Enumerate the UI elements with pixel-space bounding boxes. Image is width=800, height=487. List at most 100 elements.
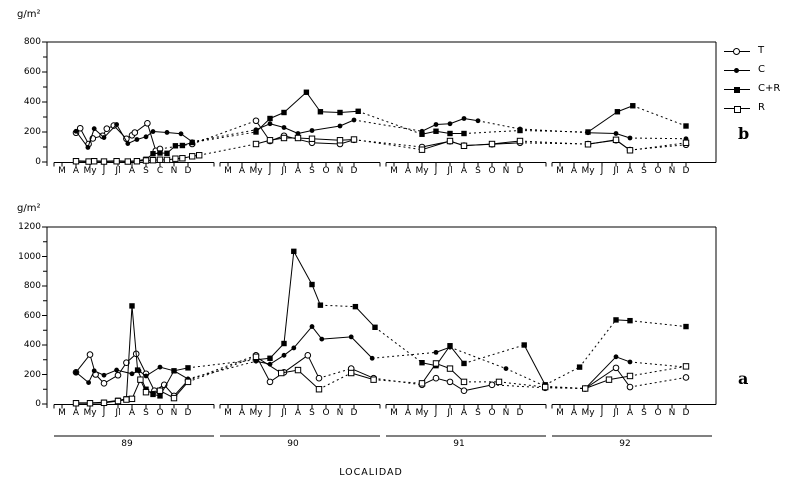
month-label: J	[268, 407, 272, 418]
series-line	[135, 353, 147, 374]
data-point-open-circle	[460, 387, 468, 395]
series-line	[75, 354, 91, 373]
data-point-open-square	[156, 387, 164, 394]
y-tick-label: 800	[23, 37, 41, 47]
data-point-open-square	[432, 360, 440, 367]
data-point-open-square	[418, 146, 426, 153]
series-connector-line	[463, 130, 521, 134]
y-tick-label: 0	[35, 399, 41, 409]
series-line	[585, 379, 610, 389]
month-label: M	[556, 165, 564, 176]
data-point-open-square	[184, 378, 192, 386]
data-point-open-circle	[682, 374, 690, 381]
series-line	[269, 354, 285, 365]
y-tick-label: 400	[23, 97, 41, 107]
data-point-filled-circle	[85, 145, 91, 150]
data-point-filled-square	[267, 355, 273, 361]
y-tick-label: 800	[23, 281, 41, 291]
series-line	[608, 375, 631, 381]
data-point-open-circle	[100, 380, 108, 387]
series-connector-line	[187, 356, 257, 383]
data-point-open-square	[350, 136, 358, 143]
month-label: S	[641, 165, 647, 176]
data-point-filled-circle	[143, 373, 149, 379]
series-connector-line	[629, 142, 687, 151]
data-point-open-square	[516, 137, 524, 145]
data-point-open-circle	[144, 120, 151, 127]
series-connector-line	[545, 386, 586, 390]
month-label: My	[415, 407, 429, 418]
data-point-filled-circle	[433, 122, 439, 127]
month-label: Jl	[115, 407, 121, 418]
top-chart-y-unit-label: g/m²	[17, 9, 41, 20]
series-line	[350, 336, 373, 359]
bottom-chart-y-unit-label: g/m²	[17, 203, 41, 214]
y-tick-label: 600	[23, 310, 41, 321]
month-label: D	[184, 407, 192, 418]
data-point-open-circle	[76, 124, 84, 132]
month-label: Jl	[447, 165, 453, 176]
data-point-open-square	[149, 157, 157, 164]
series-line	[421, 124, 437, 132]
series-connector-line	[519, 130, 589, 133]
legend-item-r: R	[722, 100, 797, 119]
data-point-open-square	[179, 155, 186, 162]
data-point-filled-square	[517, 127, 523, 134]
data-point-filled-circle	[91, 368, 97, 374]
y-tick-label: 1000	[18, 251, 41, 262]
data-point-filled-square	[281, 340, 287, 347]
data-point-open-circle	[488, 381, 496, 389]
series-connector-line	[505, 368, 546, 387]
data-point-filled-square	[317, 109, 324, 115]
series-connector-line	[372, 351, 437, 359]
series-connector-line	[192, 120, 257, 145]
month-label: O	[322, 165, 330, 176]
month-label: S	[309, 165, 315, 176]
data-point-open-square	[294, 134, 302, 142]
series-connector-line	[544, 366, 580, 386]
series-line	[116, 124, 129, 144]
data-point-filled-circle	[114, 367, 119, 373]
data-point-filled-square	[157, 393, 163, 399]
month-label: O	[488, 407, 496, 418]
series-connector-line	[358, 110, 423, 135]
series-line	[587, 111, 618, 133]
series-line	[255, 356, 282, 374]
series-connector-line	[629, 320, 687, 328]
month-label: A	[404, 165, 412, 176]
data-point-filled-square	[309, 281, 315, 288]
data-point-filled-circle	[348, 334, 354, 340]
series-line	[293, 326, 313, 349]
data-point-open-square	[86, 400, 94, 407]
data-point-filled-circle	[91, 126, 97, 132]
data-point-open-circle	[626, 383, 634, 391]
month-label: Jl	[281, 165, 287, 176]
series-connector-line	[199, 143, 257, 156]
series-line	[339, 119, 355, 127]
data-point-open-square	[72, 158, 80, 165]
series-line	[283, 91, 307, 113]
data-point-filled-square	[627, 317, 633, 324]
series-connector-line	[519, 142, 589, 145]
series-connector-line	[353, 139, 423, 151]
panel-label-b: b	[738, 124, 750, 143]
month-label: D	[682, 407, 690, 418]
series-line	[523, 344, 546, 386]
data-point-filled-circle	[309, 324, 315, 329]
data-point-open-square	[542, 383, 549, 391]
data-point-filled-circle	[433, 349, 439, 355]
month-label: N	[502, 407, 510, 418]
month-label: A	[570, 407, 578, 418]
data-point-filled-circle	[164, 130, 170, 135]
data-point-open-square	[252, 140, 260, 148]
data-point-filled-circle	[150, 129, 156, 134]
data-point-open-square	[163, 156, 171, 164]
data-point-open-square	[278, 369, 285, 377]
data-point-filled-circle	[101, 135, 107, 140]
data-point-filled-square	[630, 103, 636, 109]
month-label: M	[58, 165, 66, 176]
series-line	[584, 356, 617, 389]
data-point-filled-circle	[134, 137, 140, 142]
month-label: O	[654, 407, 662, 418]
